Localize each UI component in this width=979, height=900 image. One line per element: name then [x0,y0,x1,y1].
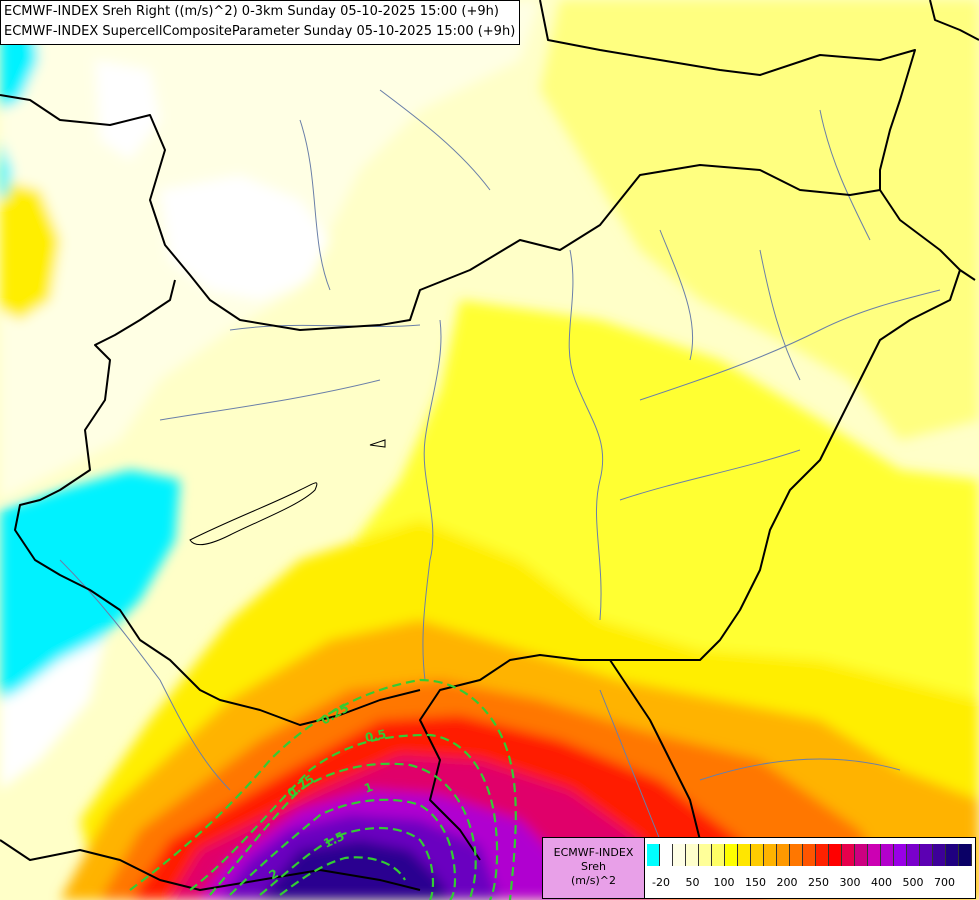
border-north [0,94,976,331]
sreh-field-cyan-west [0,470,180,700]
legend-swatch [712,844,725,866]
legend-swatch [686,844,699,866]
legend-swatch [790,844,803,866]
legend-swatch [959,844,972,866]
lakes [189,439,386,546]
contour-15 [259,827,435,900]
legend-swatch [777,844,790,866]
contour-075 [209,762,477,900]
title-line-sreh: ECMWF-INDEX Sreh Right ((m/s)^2) 0-3km S… [4,4,499,19]
legend-swatch [803,844,816,866]
river-2 [568,249,604,621]
legend-swatch [868,844,881,866]
legend-swatch [699,844,712,866]
river-8 [659,229,694,361]
legend-label-parameter: Sreh [580,860,606,873]
legend-swatch [907,844,920,866]
sreh-field-yellow-nw [0,180,60,320]
lake-small [369,439,386,448]
sreh-field-yellow-ne [540,0,979,440]
legend-tick-label: -20 [652,876,670,889]
legend-tick-label: 500 [902,876,924,889]
legend-tick-label: 300 [839,876,861,889]
river-9 [759,249,801,381]
border-northeast [929,0,979,41]
sreh-field-white-sw [0,620,110,790]
rivers [59,89,941,841]
legend-swatch [816,844,829,866]
title-line-scp: ECMWF-INDEX SupercellCompositeParameter … [4,24,516,39]
river-10 [59,559,231,791]
legend-swatch [764,844,777,866]
sreh-field-cyan-edge [0,140,12,200]
sreh-field-white-west [160,175,330,300]
legend-swatch [751,844,764,866]
legend-tick-label: 150 [745,876,766,889]
river-14 [819,109,871,241]
legend-tick-label: 400 [871,876,892,889]
legend-label: ECMWF-INDEX Sreh (m/s)^2 [543,838,645,898]
legend-tick-label: 250 [808,876,829,889]
border-north-2 [539,0,916,190]
legend-swatch [842,844,855,866]
lake-balaton [189,482,318,546]
legend-label-model: ECMWF-INDEX [553,846,634,859]
contour-2 [279,856,406,896]
legend-swatch [933,844,946,866]
contour-1 [229,798,457,900]
contour-label-05: 0.5 [364,727,388,745]
legend-tick-label: 50 [685,876,700,889]
color-legend: ECMWF-INDEX Sreh (m/s)^2 -20 50 100 150 200 2… [542,837,976,899]
legend-swatch [894,844,907,866]
river-6 [619,449,801,501]
sreh-field-white-nw [95,60,160,160]
legend-tick-label: 200 [776,876,798,889]
river-13 [379,89,491,191]
border-southwest [0,839,421,891]
legend-swatch [738,844,751,866]
legend-swatch [920,844,933,866]
river-3 [229,324,421,331]
river-11 [599,689,661,841]
map-title: ECMWF-INDEX Sreh Right ((m/s)^2) 0-3km S… [0,0,521,45]
legend-swatch [855,844,868,866]
river-12 [699,758,901,781]
legend-swatch [829,844,842,866]
legend-swatch [673,844,686,866]
border-west [14,279,421,726]
legend-tick-label: 700 [934,876,955,889]
border-east [419,269,961,861]
river-7 [299,119,331,291]
river-5 [639,289,941,401]
scp-contours [129,678,517,900]
legend-swatch [881,844,894,866]
legend-label-unit: (m/s)^2 [571,874,616,887]
legend-tick-label: 100 [713,876,735,889]
river-1 [422,319,442,681]
legend-swatch [660,844,673,866]
legend-swatch [647,844,660,866]
legend-swatch [725,844,738,866]
river-4 [159,379,381,421]
legend-swatch [946,844,959,866]
contour-05 [189,733,499,900]
contour-025 [129,678,517,900]
